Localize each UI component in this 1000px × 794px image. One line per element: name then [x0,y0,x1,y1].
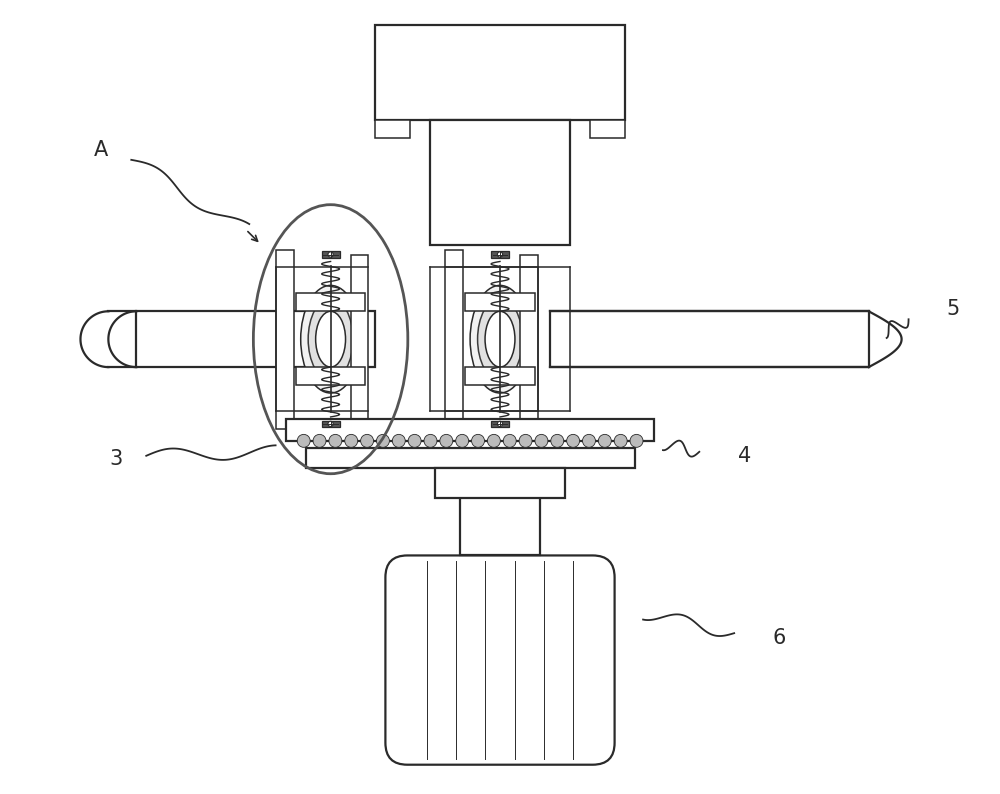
Ellipse shape [478,299,522,380]
Bar [435,468,565,498]
Bar [322,421,340,427]
Bar [375,25,625,120]
Circle shape [313,434,326,447]
Ellipse shape [470,285,530,393]
Circle shape [472,434,485,447]
Ellipse shape [316,311,346,367]
Circle shape [456,434,469,447]
Circle shape [519,434,532,447]
Bar [465,367,535,385]
Text: 4: 4 [738,445,751,466]
Text: 3: 3 [110,449,123,468]
Bar [465,293,535,311]
Bar [491,421,509,427]
Bar [286,419,654,441]
Ellipse shape [308,299,353,380]
Bar [296,293,365,311]
Circle shape [582,434,595,447]
Circle shape [328,422,333,426]
Circle shape [329,434,342,447]
Bar [550,311,869,367]
Ellipse shape [485,311,515,367]
FancyBboxPatch shape [385,556,615,765]
Ellipse shape [301,285,360,393]
Circle shape [392,434,405,447]
Circle shape [361,434,374,447]
Circle shape [567,434,580,447]
Circle shape [535,434,548,447]
Circle shape [297,434,310,447]
Bar [460,468,540,556]
Circle shape [424,434,437,447]
Circle shape [328,252,333,257]
Circle shape [345,434,358,447]
Bar [322,251,340,258]
Bar [445,249,463,429]
Bar [136,311,375,367]
Bar [296,367,365,385]
Bar [351,255,368,424]
Bar [590,120,625,138]
Bar [276,249,294,429]
Circle shape [440,434,453,447]
Circle shape [503,434,516,447]
Bar [430,120,570,245]
Text: 6: 6 [772,628,786,648]
Bar [306,448,635,468]
Circle shape [497,252,503,257]
Circle shape [598,434,611,447]
Circle shape [630,434,643,447]
Bar [520,255,538,424]
Text: A: A [94,140,109,160]
Circle shape [551,434,564,447]
Bar [491,251,509,258]
Bar [375,120,410,138]
Text: 5: 5 [947,299,960,319]
Circle shape [408,434,421,447]
Circle shape [376,434,389,447]
Circle shape [487,434,500,447]
Circle shape [614,434,627,447]
Circle shape [497,422,503,426]
